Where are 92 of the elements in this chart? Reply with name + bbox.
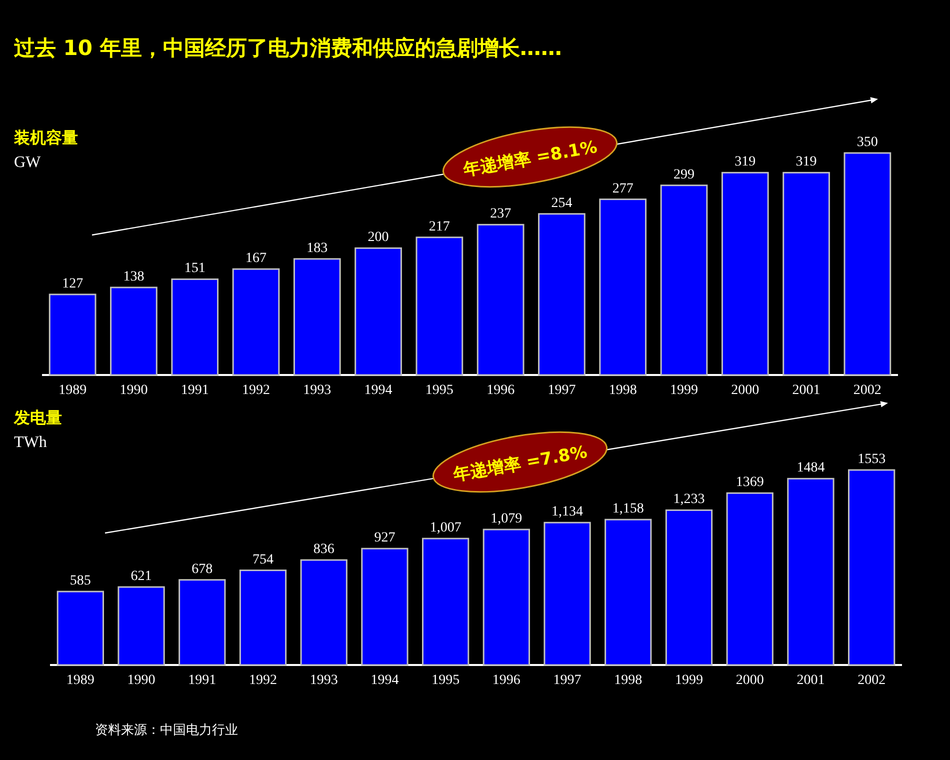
annotation: 年递增率 =8.1% (461, 137, 599, 181)
bar (787, 478, 834, 666)
data-label: 319 (796, 154, 817, 170)
bar (844, 152, 892, 376)
bar (178, 579, 226, 666)
data-label: 138 (123, 269, 144, 284)
bar (422, 538, 470, 666)
x-tick-label: 1998 (608, 383, 637, 398)
bar (721, 172, 769, 376)
bar (848, 469, 896, 666)
data-label: 183 (306, 240, 328, 256)
x-tick-label: 1991 (188, 673, 216, 688)
text: 发电量 (13, 408, 62, 427)
text: GW (14, 154, 42, 171)
chart-title: 过去 10 年里，中国经历了电力消费和供应的急剧增长…… (13, 36, 562, 60)
bar (660, 184, 708, 376)
data-label: 1,158 (612, 502, 644, 517)
x-tick-label: 1989 (66, 673, 94, 688)
x-tick-label: 1999 (675, 673, 703, 688)
data-label: 585 (70, 574, 91, 589)
x-tick-label: 1995 (425, 383, 454, 398)
data-label: 237 (490, 206, 512, 222)
data-label: 1484 (796, 460, 825, 476)
x-tick-label: 1990 (120, 383, 148, 398)
data-label: 350 (856, 135, 878, 150)
bar (232, 268, 280, 376)
bar (361, 548, 408, 666)
x-tick-label: 1991 (180, 383, 209, 398)
data-label: 277 (612, 181, 634, 196)
data-label: 1369 (736, 475, 764, 490)
data-label: 754 (252, 552, 274, 568)
x-tick-label: 1994 (370, 673, 399, 688)
bar (538, 213, 586, 376)
bar (293, 258, 341, 376)
bar (56, 590, 104, 666)
x-tick-label: 2002 (853, 383, 882, 398)
bar (300, 559, 348, 666)
x-tick-label: 1997 (553, 673, 582, 688)
bar (544, 522, 591, 666)
x-tick-label: 1994 (364, 383, 392, 398)
data-label: 927 (374, 530, 396, 546)
x-tick-label: 1989 (58, 383, 87, 398)
x-tick-label: 2000 (736, 673, 764, 688)
bar (599, 198, 647, 376)
x-tick-label: 2000 (731, 383, 760, 398)
data-label: 621 (130, 569, 152, 584)
data-label: 127 (62, 276, 84, 292)
data-label: 678 (192, 562, 213, 577)
bar (726, 492, 774, 666)
data-label: 1,079 (490, 512, 522, 527)
x-tick-label: 2002 (858, 673, 886, 688)
x-tick-label: 1996 (492, 673, 520, 688)
bar (416, 236, 464, 376)
bar (665, 509, 713, 666)
text: TWh (14, 434, 47, 451)
annotation: 年递增率 =7.8% (451, 442, 589, 486)
bar (110, 286, 158, 376)
data-label: 299 (674, 167, 694, 182)
bar (604, 518, 652, 666)
bar (48, 294, 96, 376)
x-tick-label: 1993 (303, 383, 332, 398)
data-label: 1,233 (673, 492, 705, 508)
bar (354, 247, 402, 376)
text: 装机容量 (13, 128, 78, 147)
x-tick-label: 1996 (486, 383, 515, 398)
x-tick-label: 1992 (249, 673, 277, 688)
data-label: 151 (184, 261, 206, 276)
text: 资料来源：中国电力行业 (95, 723, 238, 738)
bar (118, 586, 165, 666)
data-label: 319 (734, 154, 756, 170)
bar (782, 172, 830, 376)
data-label: 200 (368, 230, 389, 246)
data-label: 217 (428, 219, 450, 234)
data-label: 167 (246, 251, 266, 266)
bar (476, 224, 524, 376)
bar (239, 570, 287, 666)
x-tick-label: 1993 (310, 673, 338, 688)
data-label: 254 (551, 196, 572, 211)
x-tick-label: 1999 (670, 383, 698, 398)
data-label: 836 (313, 542, 334, 558)
x-tick-label: 1992 (242, 383, 270, 398)
x-tick-label: 2001 (792, 383, 820, 398)
x-tick-label: 1998 (614, 673, 642, 688)
data-label: 1553 (858, 452, 886, 467)
data-label: 1,007 (430, 520, 462, 536)
x-tick-label: 2001 (796, 673, 825, 688)
bar (171, 278, 219, 376)
data-label: 1,134 (552, 504, 584, 520)
bar (482, 528, 530, 666)
x-tick-label: 1990 (127, 673, 156, 688)
x-tick-label: 1997 (548, 383, 576, 398)
x-tick-label: 1995 (432, 673, 460, 688)
